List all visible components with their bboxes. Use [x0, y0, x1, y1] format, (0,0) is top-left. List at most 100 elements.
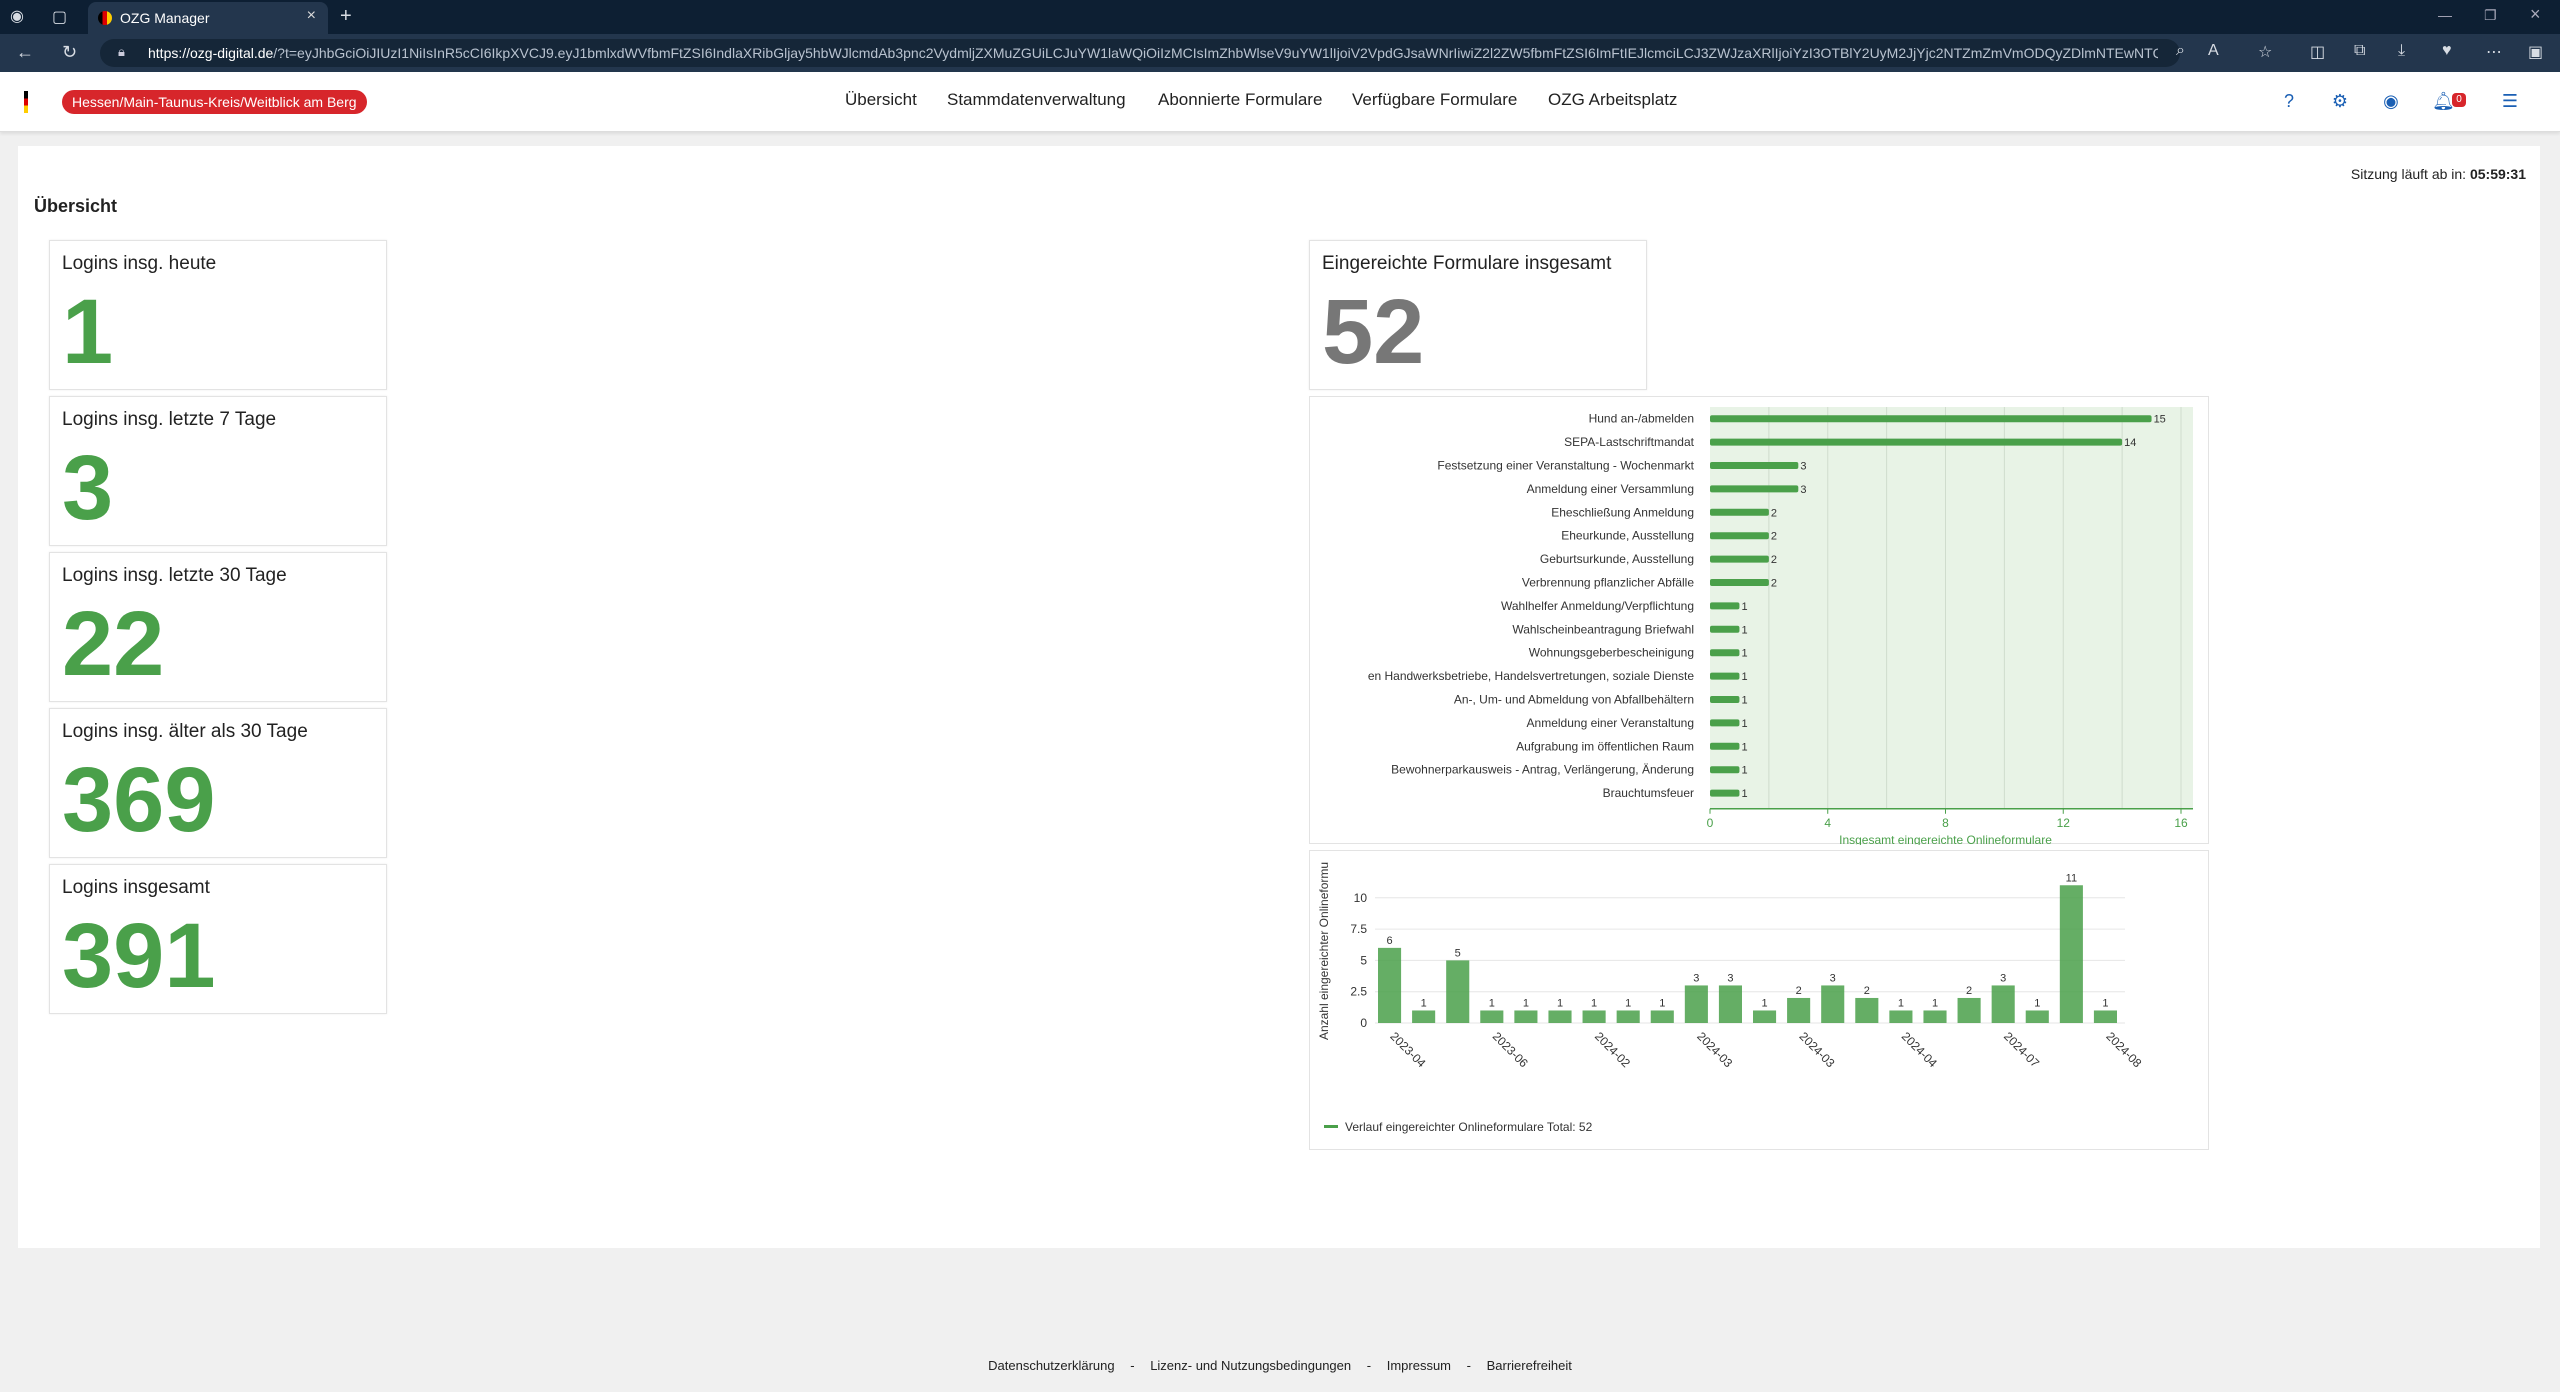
maximize-icon[interactable]: ❐	[2484, 7, 2497, 23]
bar	[1616, 1010, 1640, 1023]
nav-ozg-arbeitsplatz[interactable]: OZG Arbeitsplatz	[1548, 90, 1678, 109]
card-value: 391	[62, 905, 216, 1007]
bar-category-label: Bewohnerparkausweis - Antrag, Verlängeru…	[1391, 763, 1694, 777]
bar-category-label: An-, Um- und Abmeldung von Abfallbehälte…	[1454, 693, 1694, 707]
logins-today-card: Logins insg. heute 1	[49, 240, 387, 390]
card-label: Logins insg. älter als 30 Tage	[62, 721, 308, 742]
bar-value-label: 3	[1727, 972, 1733, 984]
nav-abonnierte-formulare[interactable]: Abonnierte Formulare	[1158, 90, 1323, 109]
y-tick-label: 10	[1354, 891, 1368, 905]
card-label: Logins insg. heute	[62, 253, 217, 274]
split-screen-icon[interactable]: ◫	[2310, 44, 2326, 61]
bar-category-label: Eheurkunde, Ausstellung	[1561, 529, 1694, 543]
settings-gear-icon[interactable]: ⚙	[2331, 91, 2349, 111]
bar	[1718, 985, 1742, 1023]
minimize-icon[interactable]: —	[2438, 7, 2452, 23]
bar	[1710, 766, 1740, 774]
nav-stammdatenverwaltung[interactable]: Stammdatenverwaltung	[947, 90, 1126, 109]
bell-icon[interactable]: 🔔︎	[2432, 91, 2455, 111]
footer-link-lizenz[interactable]: Lizenz- und Nutzungsbedingungen	[1150, 1358, 1352, 1373]
profile-icon[interactable]: ◉	[10, 8, 24, 25]
download-icon[interactable]: ⤓	[2398, 42, 2406, 59]
bar-category-label: Eheschließung Anmeldung	[1551, 505, 1694, 519]
reload-icon[interactable]: ↻	[62, 42, 78, 62]
bar-value-label: 2	[1771, 507, 1777, 519]
bar-value-label: 3	[1800, 484, 1806, 496]
back-icon[interactable]: ←	[16, 42, 34, 62]
x-tick-label: 2024-02	[1592, 1029, 1633, 1070]
favorite-star-icon[interactable]: ☆	[2258, 44, 2273, 61]
close-window-icon[interactable]: ×	[2530, 4, 2541, 24]
bar-value-label: 14	[2124, 437, 2136, 449]
bar	[1710, 462, 1799, 469]
browser-tab[interactable]: OZG Manager ×	[88, 2, 328, 34]
tab-title: OZG Manager	[120, 10, 210, 26]
url-field[interactable]: 🔒︎ https://ozg-digital.de/?t=eyJhbGciOiJ…	[100, 39, 2180, 67]
sidebar-icon[interactable]: ▣	[2528, 44, 2544, 61]
url-text: https://ozg-digital.de/?t=eyJhbGciOiJIUz…	[148, 45, 2158, 61]
bar-category-label: SEPA-Lastschriftmandat	[1564, 435, 1694, 449]
footer-link-datenschutz[interactable]: Datenschutzerklärung	[988, 1358, 1115, 1373]
card-label: Logins insgesamt	[62, 877, 210, 898]
tab-close-icon[interactable]: ×	[306, 7, 316, 24]
logins-total-card: Logins insgesamt 391	[49, 864, 387, 1014]
footer-link-barrierefreiheit[interactable]: Barrierefreiheit	[1486, 1358, 1572, 1373]
logins-7-days-card: Logins insg. letzte 7 Tage 3	[49, 396, 387, 546]
bar-value-label: 3	[1693, 972, 1699, 984]
bar-category-label: Anmeldung einer Versammlung	[1527, 482, 1694, 496]
read-aloud-icon[interactable]: A	[2208, 42, 2219, 59]
x-tick-label: 12	[2057, 816, 2071, 830]
bar-value-label: 1	[1898, 997, 1904, 1009]
new-tab-icon[interactable]: +	[340, 5, 352, 27]
zoom-icon[interactable]: ⌕	[2176, 42, 2185, 59]
bar-value-label: 1	[1741, 788, 1747, 800]
footer-separator: -	[1130, 1358, 1135, 1373]
forms-per-type-chart: 0 4 8 12 16 Hund an-/abmelden 15 SEPA-Lastschri…	[1309, 396, 2209, 847]
region-badge[interactable]: Hessen/Main-Taunus-Kreis/Weitblick am Be…	[62, 90, 367, 114]
card-value: 52	[1322, 281, 1425, 383]
more-menu-icon[interactable]: ⋯	[2486, 44, 2502, 61]
bar	[1753, 1010, 1777, 1023]
bar	[1710, 579, 1769, 586]
bar	[1991, 985, 2015, 1023]
bar	[1710, 742, 1740, 750]
bar	[1855, 997, 1879, 1023]
user-account-icon[interactable]: ◉	[2383, 91, 2399, 111]
bar-value-label: 1	[1659, 997, 1665, 1009]
bar-value-label: 1	[1489, 997, 1495, 1009]
bar-value-label: 6	[1386, 935, 1392, 947]
bar	[1710, 485, 1799, 493]
bar-value-label: 11	[2066, 872, 2077, 884]
card-label: Logins insg. letzte 30 Tage	[62, 565, 287, 586]
footer-separator: -	[1466, 1358, 1471, 1373]
card-value: 22	[62, 593, 165, 695]
x-axis-title: Insgesamt eingereichte Onlineformulare	[1839, 833, 2052, 845]
bar	[1582, 1010, 1606, 1023]
notification-count-badge: 0	[2452, 93, 2466, 107]
bar-category-label: Geburtsurkunde, Ausstellung	[1540, 552, 1694, 566]
bar	[1650, 1010, 1674, 1023]
bar-value-label: 1	[1625, 997, 1631, 1009]
logins-older-card: Logins insg. älter als 30 Tage 369	[49, 708, 387, 858]
y-axis-title: Anzahl eingereichter Onlineformu	[1317, 862, 1331, 1040]
footer-link-impressum[interactable]: Impressum	[1386, 1358, 1452, 1373]
collections-icon[interactable]: ⧉	[2354, 42, 2366, 59]
y-tick-label: 5	[1360, 953, 1367, 967]
bar-value-label: 2	[1864, 985, 1870, 997]
bar-value-label: 1	[1741, 718, 1747, 730]
bar	[1514, 1010, 1538, 1023]
forms-timeline-chart: 0 2.5 5 7.5 10 Anzahl eingereichter Onlinefor…	[1309, 850, 2209, 1150]
bar	[1480, 1010, 1504, 1023]
extensions-icon[interactable]: ♥	[2442, 42, 2452, 59]
bar	[1684, 985, 1708, 1023]
nav-uebersicht[interactable]: Übersicht	[845, 90, 917, 109]
tab-actions-icon[interactable]: ▢	[52, 9, 68, 26]
bar-value-label: 2	[1796, 985, 1802, 997]
y-tick-label: 7.5	[1350, 922, 1367, 936]
bar-value-label: 1	[1741, 671, 1747, 683]
hamburger-menu-icon[interactable]: ☰	[2501, 91, 2519, 111]
help-icon[interactable]: ?	[2283, 91, 2294, 111]
nav-verfuegbare-formulare[interactable]: Verfügbare Formulare	[1352, 90, 1518, 109]
bar	[1710, 555, 1769, 563]
